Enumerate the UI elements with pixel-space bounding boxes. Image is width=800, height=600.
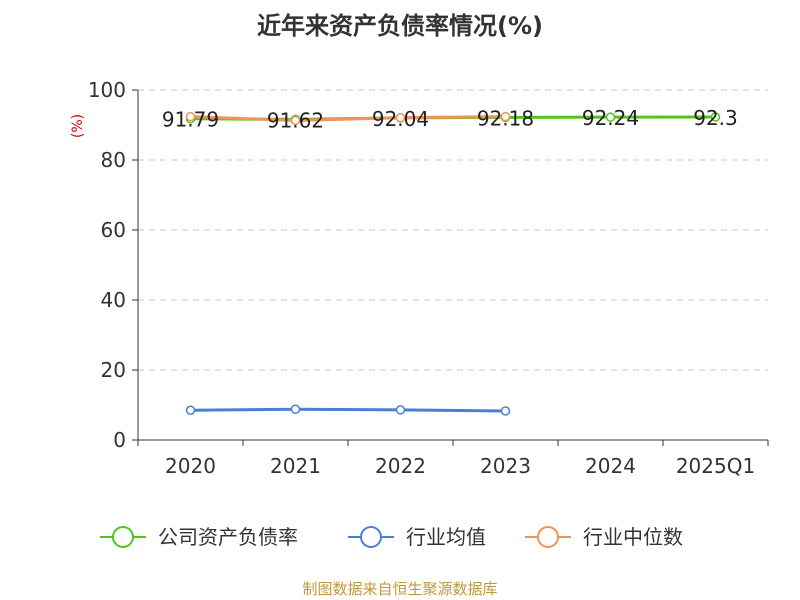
legend-marker — [360, 526, 382, 548]
x-tick-label: 2021 — [270, 454, 321, 478]
y-tick-label: 0 — [113, 428, 126, 452]
x-tick-label: 2024 — [585, 454, 636, 478]
data-point — [605, 112, 616, 122]
data-label: 92.3 — [693, 106, 738, 130]
data-label: 92.04 — [372, 107, 429, 131]
source-note: 制图数据来自恒生聚源数据库 — [302, 580, 498, 598]
x-tick-label: 2020 — [165, 454, 216, 478]
data-label: 91.62 — [267, 108, 324, 132]
legend-label: 行业中位数 — [583, 525, 683, 549]
legend-label: 公司资产负债率 — [158, 525, 298, 549]
data-point — [185, 111, 196, 122]
series-line — [190, 115, 506, 122]
y-tick-label: 40 — [101, 288, 126, 312]
legend-marker — [112, 526, 134, 548]
data-point — [185, 405, 196, 415]
series-line — [190, 407, 506, 413]
data-point — [710, 112, 721, 122]
x-tick-label: 2023 — [480, 454, 531, 478]
y-tick-label: 20 — [101, 358, 126, 382]
data-point — [395, 405, 406, 415]
chart-title: 近年来资产负债率情况(%) — [257, 12, 543, 40]
y-tick-label: 80 — [101, 148, 126, 172]
data-point — [290, 404, 301, 414]
x-tick-label: 2022 — [375, 454, 426, 478]
data-point — [500, 111, 511, 122]
data-label: 92.24 — [582, 106, 639, 130]
data-label: 92.18 — [477, 106, 534, 130]
data-point — [290, 115, 301, 126]
data-point — [395, 112, 406, 123]
data-label: 91.79 — [162, 108, 219, 132]
y-axis-label: (%) — [70, 114, 86, 138]
y-tick-label: 100 — [88, 78, 126, 102]
y-tick-label: 60 — [101, 218, 126, 242]
data-point — [500, 406, 511, 416]
legend-label: 行业均值 — [406, 525, 486, 549]
x-tick-label: 2025Q1 — [676, 454, 755, 478]
legend-marker — [537, 526, 559, 548]
